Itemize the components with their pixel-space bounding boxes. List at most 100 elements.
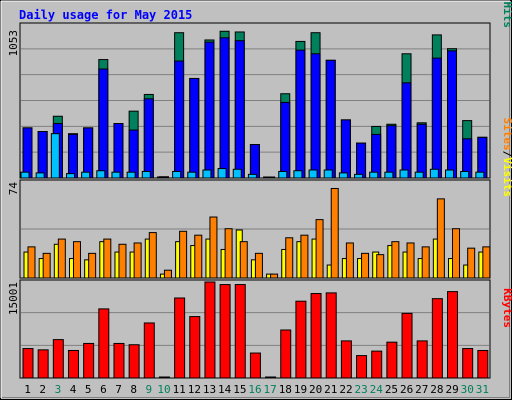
- middle-panel-ymax-label: 74: [7, 182, 20, 196]
- sites-bar: [209, 216, 218, 279]
- pages-bar: [96, 170, 106, 179]
- kbytes-bar: [280, 329, 292, 379]
- pages-bar: [460, 170, 470, 179]
- kbytes-bar: [22, 348, 34, 379]
- pages-bar: [232, 168, 242, 179]
- sites-bar: [436, 198, 445, 279]
- kbytes-panel: [19, 279, 491, 379]
- pages-bar: [475, 171, 485, 179]
- legend-entry: /: [501, 0, 512, 2]
- sites-bar: [300, 234, 309, 279]
- day-label: 25: [385, 383, 398, 396]
- day-label: 8: [130, 383, 137, 396]
- sites-bar: [406, 242, 415, 279]
- kbytes-bar: [113, 342, 125, 379]
- sites-bar: [42, 252, 51, 279]
- day-label: 2: [39, 383, 46, 396]
- files-bar: [174, 60, 185, 179]
- day-label: 7: [115, 383, 122, 396]
- files-bar: [295, 49, 306, 179]
- legend-entry: KBytes: [501, 288, 512, 328]
- pages-bar: [172, 170, 182, 179]
- files-bar: [325, 59, 336, 179]
- day-label: 31: [476, 383, 489, 396]
- sites-visits-legend: Sites/Visits: [501, 118, 512, 198]
- day-label: 16: [248, 383, 261, 396]
- files-bar: [356, 142, 367, 179]
- pages-bar: [126, 171, 136, 179]
- pages-bar: [399, 169, 409, 179]
- day-label: 27: [415, 383, 428, 396]
- kbytes-bar: [83, 342, 95, 379]
- kbytes-bar: [249, 352, 261, 379]
- kbytes-bar: [462, 348, 474, 379]
- sites-bar: [315, 219, 324, 279]
- kbytes-bar: [234, 284, 246, 379]
- bottom-panel-ymax-label: 15001: [7, 282, 20, 315]
- pages-bar: [50, 133, 60, 179]
- sites-bar: [27, 246, 36, 279]
- day-label: 12: [188, 383, 201, 396]
- kbytes-bar: [386, 341, 398, 379]
- files-bar: [371, 133, 382, 179]
- day-label: 13: [203, 383, 216, 396]
- day-label: 19: [294, 383, 307, 396]
- sites-bar: [57, 238, 66, 279]
- day-label: 26: [400, 383, 413, 396]
- kbytes-bar: [325, 292, 337, 379]
- day-label: 10: [157, 383, 170, 396]
- legend-entry: Visits: [501, 157, 512, 197]
- kbytes-bar: [371, 350, 383, 379]
- sites-bar: [467, 247, 476, 279]
- pages-bar: [187, 171, 197, 179]
- pages-bar: [263, 176, 273, 179]
- kbytes-bar: [310, 293, 322, 379]
- sites-bar: [345, 242, 354, 279]
- kbytes-bar: [356, 355, 368, 379]
- pages-bar: [156, 176, 166, 179]
- pages-bar: [384, 171, 394, 179]
- sites-bar: [391, 241, 400, 279]
- files-bar: [37, 131, 48, 179]
- files-bar: [128, 129, 139, 179]
- kbytes-bar: [401, 312, 413, 379]
- day-label: 20: [309, 383, 322, 396]
- day-label: 18: [279, 383, 292, 396]
- files-bar: [234, 40, 245, 179]
- sites-bar: [452, 228, 461, 279]
- kbytes-bar: [98, 308, 110, 379]
- files-bar: [83, 127, 94, 179]
- hits-files-pages-panel: [19, 22, 491, 179]
- sites-bar: [285, 237, 294, 279]
- day-label: 30: [461, 383, 474, 396]
- day-label: 3: [55, 383, 62, 396]
- files-bar: [431, 57, 442, 179]
- pages-bar: [293, 170, 303, 179]
- sites-bar: [88, 252, 97, 279]
- top-panel-ymax-label: 1053: [7, 30, 20, 57]
- sites-bar: [224, 228, 233, 279]
- legend-entry: Hits: [501, 2, 512, 29]
- day-label: 11: [173, 383, 186, 396]
- files-bar: [280, 101, 291, 179]
- pages-bar: [65, 173, 75, 179]
- sites-bar: [163, 269, 172, 279]
- sites-bar: [361, 252, 370, 279]
- files-bar: [447, 50, 458, 179]
- files-bar: [219, 37, 230, 179]
- files-bar: [113, 123, 124, 179]
- files-bar: [189, 77, 200, 179]
- day-label: 17: [264, 383, 277, 396]
- kbytes-bar: [189, 316, 201, 379]
- kbytes-bar: [431, 298, 443, 379]
- day-label: 4: [70, 383, 77, 396]
- day-label: 21: [324, 383, 337, 396]
- sites-bar: [103, 238, 112, 279]
- day-label: 6: [100, 383, 107, 396]
- pages-bar: [247, 173, 257, 179]
- files-bar: [340, 119, 351, 179]
- kbytes-bar: [265, 376, 277, 379]
- sites-bar: [376, 254, 385, 279]
- pages-bar: [445, 169, 455, 179]
